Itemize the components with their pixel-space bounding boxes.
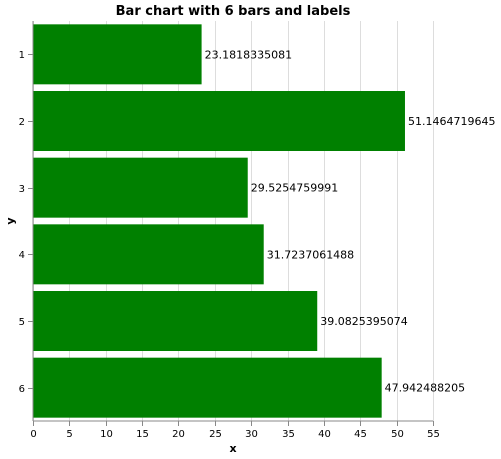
bars: [33, 24, 405, 418]
x-tick-label: 50: [391, 429, 404, 440]
bar-5: [33, 291, 318, 351]
data-labels: 23.1818335081 51.1464719645 29.5254759991 3…: [205, 48, 496, 394]
y-tick-label: 1: [19, 50, 25, 61]
x-tick-label: 45: [354, 429, 367, 440]
x-tick-label: 25: [209, 429, 222, 440]
data-label-3: 29.5254759991: [251, 182, 338, 195]
data-label-4: 31.7237061488: [267, 248, 354, 261]
data-label-2: 51.1464719645: [408, 115, 495, 128]
y-ticks: 1 2 3 4 5 6: [19, 50, 33, 395]
x-tick-label: 0: [30, 429, 36, 440]
data-label-6: 47.942488205: [385, 382, 465, 395]
axes: [32, 21, 433, 422]
y-axis-title: y: [4, 217, 17, 224]
x-tick-label: 30: [245, 429, 258, 440]
data-label-5: 39.0825395074: [320, 315, 407, 328]
y-tick-label: 2: [19, 117, 25, 128]
x-tick-label: 35: [282, 429, 295, 440]
bar-3: [33, 157, 248, 218]
data-label-1: 23.1818335081: [205, 48, 292, 61]
x-tick-label: 10: [100, 429, 113, 440]
bar-1: [33, 24, 202, 85]
bar-4: [33, 224, 264, 285]
bar-6: [33, 357, 382, 418]
x-axis-title: x: [229, 442, 236, 455]
y-tick-label: 4: [19, 250, 25, 261]
y-tick-label: 3: [19, 184, 25, 195]
grid: [33, 21, 434, 421]
bar-2: [33, 91, 405, 151]
y-tick-label: 5: [19, 317, 25, 328]
x-ticks: 0 5 10 15 20 25 30 35 40 45 50 55: [30, 421, 440, 440]
chart-title: Bar chart with 6 bars and labels: [116, 4, 351, 19]
y-tick-label: 6: [19, 384, 25, 395]
x-tick-label: 55: [427, 429, 440, 440]
x-tick-label: 20: [172, 429, 185, 440]
x-tick-label: 15: [136, 429, 149, 440]
x-tick-label: 40: [318, 429, 331, 440]
x-tick-label: 5: [66, 429, 72, 440]
